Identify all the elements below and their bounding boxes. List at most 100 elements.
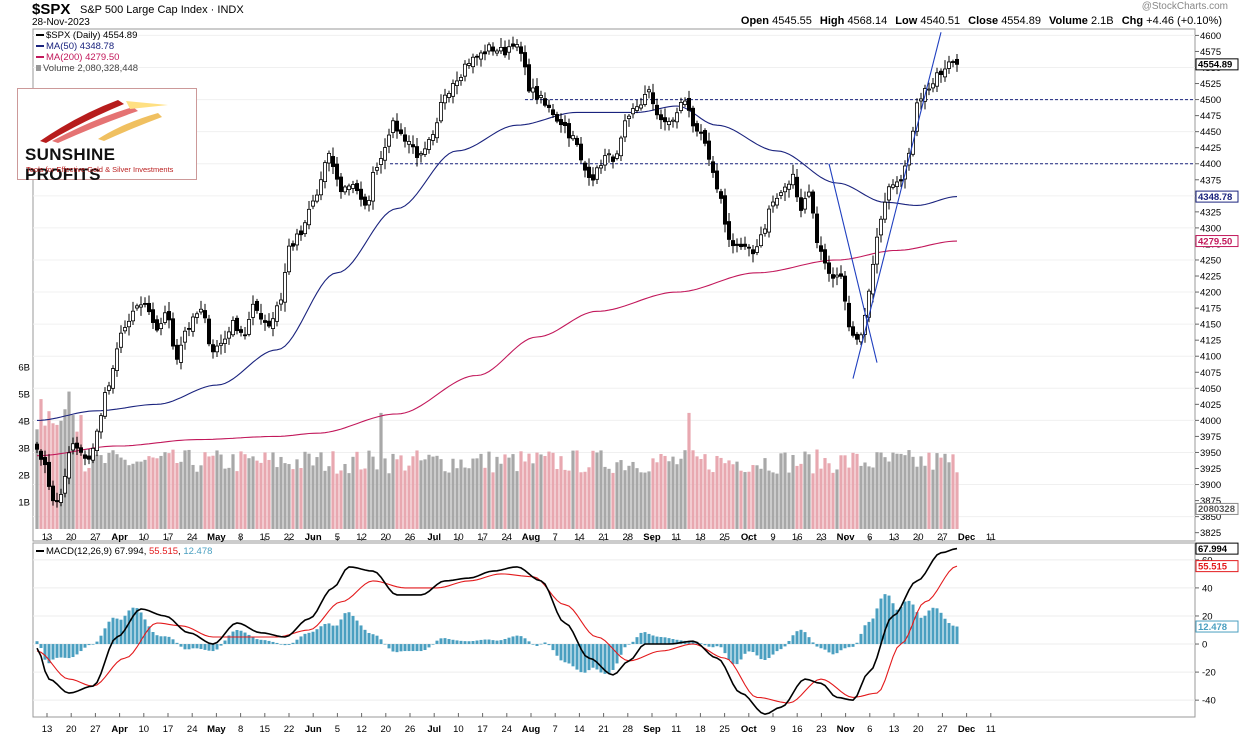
x-tick-label: 23 (816, 724, 827, 735)
macd-histogram-bar (903, 601, 907, 645)
candle-body (531, 87, 536, 93)
candle-body (723, 195, 728, 225)
volume-bar (51, 423, 55, 529)
candle-body (226, 331, 231, 339)
volume-bar (443, 471, 447, 529)
macd-histogram-bar (807, 637, 811, 645)
volume-bar (639, 472, 643, 529)
x-tick-label: 11 (986, 724, 996, 735)
volume-bar (863, 462, 867, 529)
macd-series (35, 547, 959, 716)
volume-bar (699, 458, 703, 529)
candle-body (683, 100, 688, 105)
volume-bar (807, 454, 811, 529)
volume-bar (339, 470, 343, 529)
volume-bar (103, 463, 107, 529)
candle-body (470, 56, 475, 68)
candle-body (127, 320, 132, 328)
volume-bar (475, 458, 479, 529)
x-tick-label: 21 (598, 532, 609, 543)
x-tick-label: 15 (260, 532, 271, 543)
x-tick-label: 20 (66, 724, 77, 735)
ma200-value-label-box (1195, 235, 1239, 248)
candle-body (194, 313, 199, 318)
volume-bar (195, 471, 199, 529)
candle-body (747, 246, 752, 249)
x-tick-label: 26 (405, 724, 416, 735)
volume-bar (399, 455, 403, 529)
candle-body (875, 236, 880, 265)
macd-histogram-bar (395, 644, 399, 653)
x-tick-label: 13 (889, 532, 900, 543)
volume-bar (371, 456, 375, 529)
macd-histogram-bar (731, 644, 735, 664)
macd-histogram-bar (727, 644, 731, 660)
macd-histogram-bar (167, 636, 171, 645)
volume-bar (99, 455, 103, 529)
candle-body (759, 234, 764, 247)
macd-histogram-bar (351, 615, 355, 645)
price-tick-label: 4175 (1200, 304, 1221, 315)
x-tick-label: 20 (913, 532, 924, 543)
volume-bar (359, 469, 363, 529)
candle-body (951, 61, 956, 63)
volume-bar (927, 452, 931, 529)
candle-body (515, 44, 520, 48)
macd-histogram-bar (411, 644, 415, 652)
volume-bar (343, 463, 347, 529)
macd-histogram-bar (191, 644, 195, 649)
x-tick-label: 17 (477, 532, 488, 543)
candle-body (302, 222, 307, 235)
macd-histogram-bar (47, 644, 51, 664)
x-tick-label: 20 (381, 724, 392, 735)
macd-histogram-bar (479, 639, 483, 645)
macd-histogram-bar (443, 638, 447, 645)
macd-histogram-bar (587, 644, 591, 671)
macd-histogram-bar (51, 644, 55, 660)
volume-bar (239, 451, 243, 529)
macd-histogram-bar (187, 644, 191, 650)
candle-body (446, 92, 451, 98)
candle-body (755, 246, 760, 253)
candle-body (883, 201, 888, 220)
volume-bar (595, 452, 599, 529)
candle-body (306, 208, 311, 226)
macd-histogram-bar (259, 639, 263, 645)
candle-body (815, 213, 820, 244)
candle-body (142, 303, 147, 305)
x-tick-label: 15 (260, 724, 271, 735)
volume-bar (387, 473, 391, 529)
x-tick-label: 18 (695, 532, 706, 543)
macd-histogram-bar (863, 625, 867, 645)
candle-body (478, 52, 483, 60)
volume-bar (171, 449, 175, 529)
price-tick-label: 4075 (1200, 368, 1221, 379)
volume-bar (743, 472, 747, 529)
macd-histogram-bar (639, 632, 643, 645)
volume-bar (523, 461, 527, 529)
macd-histogram-bar (811, 642, 815, 645)
volume-bar (211, 455, 215, 529)
macd-histogram-bar (79, 644, 83, 652)
volume-bar (635, 468, 639, 529)
macd-tick-label: -40 (1202, 696, 1216, 707)
macd-histogram-bar (375, 635, 379, 645)
candle-body (579, 143, 584, 161)
x-tick-label: 27 (90, 532, 101, 543)
candle-body (394, 120, 399, 132)
logo-name: SUNSHINE PROFITS (25, 145, 116, 184)
candle-body (230, 320, 235, 336)
volume-bar (939, 457, 943, 529)
candle-body (767, 208, 772, 233)
candle-body (354, 183, 359, 192)
macd-histogram-bar (463, 641, 467, 645)
price-tick-label: 4125 (1200, 336, 1221, 347)
macd-histogram-bar (315, 629, 319, 645)
x-tick-label: Jul (427, 724, 441, 735)
candle-body (731, 240, 736, 247)
volume-bar (87, 467, 91, 529)
volume-bar (611, 472, 615, 529)
candle-body (458, 77, 463, 81)
price-tick-label: 4400 (1200, 159, 1221, 170)
candle-body (242, 334, 247, 337)
